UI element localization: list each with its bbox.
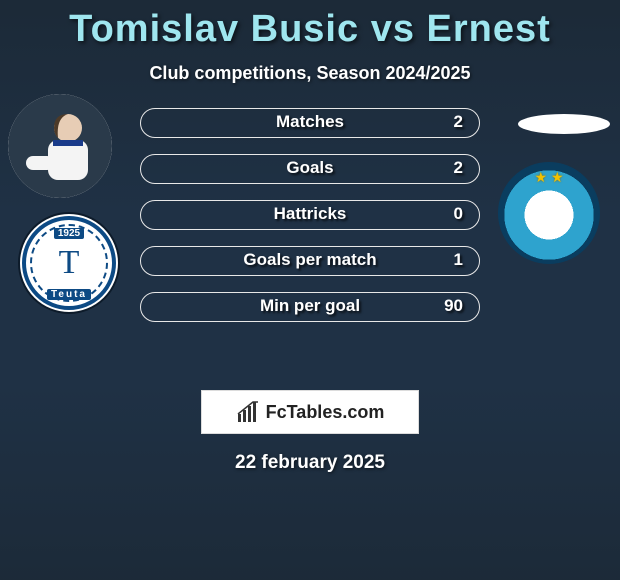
avatar-player-right (518, 114, 610, 134)
title-player-left: Tomislav Busic (69, 8, 359, 50)
bar-chart-icon (236, 400, 260, 424)
club-right-stars: ★ ★ (499, 169, 599, 186)
stat-label: Matches (141, 112, 479, 132)
club-left-year: 1925 (54, 228, 84, 239)
comparison-stage: 1925 T Teuta ★ ★ Matches 2 Goals 2 Hattr… (0, 84, 620, 384)
player-left-photo-placeholder (8, 94, 112, 198)
brand-text: FcTables.com (266, 402, 385, 423)
club-left-name: Teuta (47, 289, 91, 300)
stat-list: Matches 2 Goals 2 Hattricks 0 Goals per … (140, 108, 480, 338)
subtitle: Club competitions, Season 2024/2025 (0, 63, 620, 84)
stat-row: Goals 2 (140, 154, 480, 184)
club-badge-right: ★ ★ (498, 162, 600, 264)
stat-value-right: 2 (454, 112, 463, 132)
stat-label: Hattricks (141, 204, 479, 224)
stat-label: Goals (141, 158, 479, 178)
brand-box[interactable]: FcTables.com (201, 390, 419, 434)
stat-row: Min per goal 90 (140, 292, 480, 322)
stat-value-right: 0 (454, 204, 463, 224)
stat-row: Hattricks 0 (140, 200, 480, 230)
comparison-date: 22 february 2025 (0, 452, 620, 474)
club-badge-left: 1925 T Teuta (18, 212, 120, 314)
stat-row: Matches 2 (140, 108, 480, 138)
page-title: Tomislav Busic vs Ernest (0, 8, 620, 51)
avatar-player-left (8, 94, 112, 198)
stat-row: Goals per match 1 (140, 246, 480, 276)
stat-label: Min per goal (141, 296, 479, 316)
stat-value-right: 2 (454, 158, 463, 178)
stat-value-right: 90 (444, 296, 463, 316)
title-player-right: Ernest (427, 8, 551, 50)
stat-value-right: 1 (454, 250, 463, 270)
stat-label: Goals per match (141, 250, 479, 270)
title-vs: vs (371, 8, 415, 50)
